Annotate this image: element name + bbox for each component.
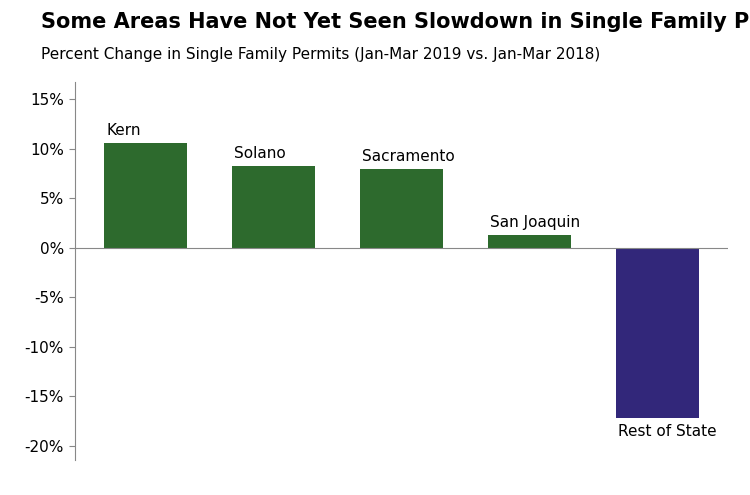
Bar xyxy=(232,166,315,248)
Text: San Joaquin: San Joaquin xyxy=(490,215,580,230)
Text: Sacramento: Sacramento xyxy=(362,148,455,164)
Bar xyxy=(488,235,571,248)
Text: Rest of State: Rest of State xyxy=(618,424,717,439)
Bar xyxy=(616,248,699,418)
Text: Percent Change in Single Family Permits (Jan-Mar 2019 vs. Jan-Mar 2018): Percent Change in Single Family Permits … xyxy=(41,47,601,62)
Text: Kern: Kern xyxy=(106,123,141,138)
Bar xyxy=(104,143,187,248)
Bar xyxy=(360,169,442,248)
Text: Some Areas Have Not Yet Seen Slowdown in Single Family Permits: Some Areas Have Not Yet Seen Slowdown in… xyxy=(41,12,750,32)
Text: Solano: Solano xyxy=(234,146,286,161)
